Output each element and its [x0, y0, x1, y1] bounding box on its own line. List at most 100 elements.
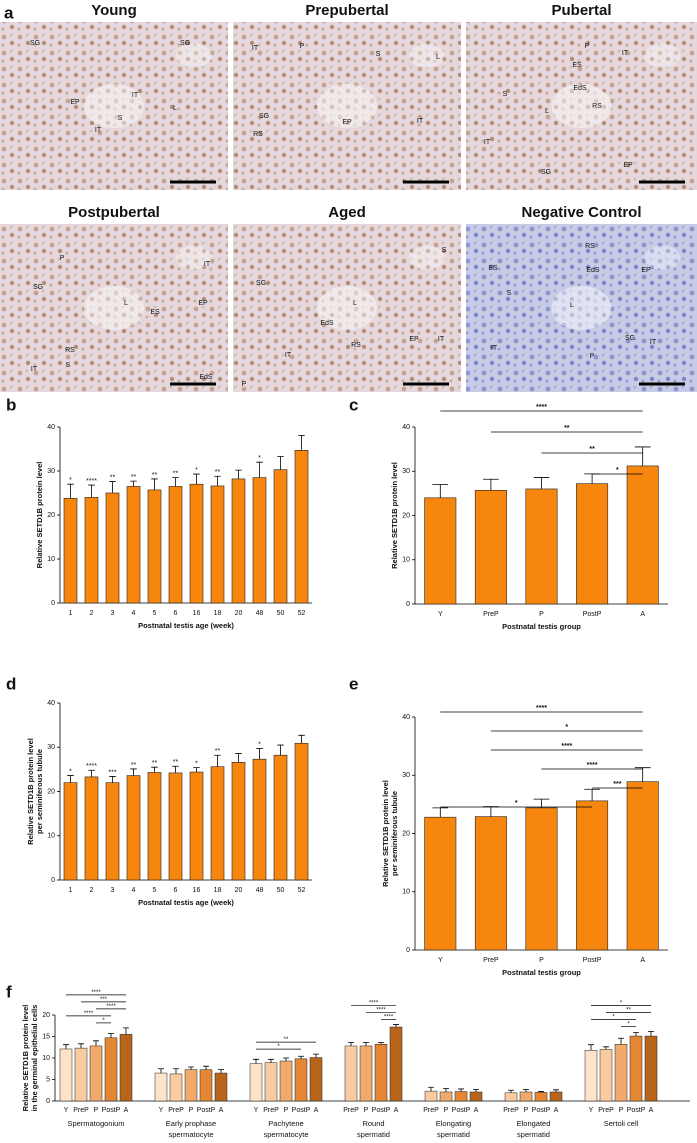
cell-label: L — [436, 54, 440, 61]
panel-letter: a — [4, 3, 14, 22]
x-tick-label: 52 — [298, 610, 306, 617]
bar — [576, 483, 609, 605]
cell-label: EP — [641, 267, 651, 274]
bar — [168, 486, 183, 604]
x-tick-label: 3 — [111, 887, 115, 894]
significance-label: * — [102, 1018, 105, 1024]
x-tick-label: Y — [254, 1107, 259, 1114]
group-label: Pachytene — [268, 1119, 303, 1128]
significance-label: **** — [86, 763, 97, 770]
error-bar — [109, 481, 116, 493]
bar — [294, 1058, 308, 1102]
micrograph — [466, 22, 697, 190]
cell-label: L — [570, 302, 574, 309]
x-tick-label: 16 — [193, 887, 201, 894]
cell-label: IT — [417, 118, 424, 125]
error-bar — [63, 1044, 69, 1049]
significance-label: * — [69, 477, 72, 484]
cell-label: IT — [622, 50, 629, 57]
significance-label: **** — [536, 404, 547, 411]
cell-label: IT — [204, 261, 211, 268]
x-tick-label: PostP — [292, 1107, 311, 1114]
x-tick-label: A — [649, 1107, 654, 1114]
error-bar — [348, 1042, 354, 1046]
error-bar — [158, 1068, 164, 1074]
bar — [344, 1045, 358, 1102]
x-tick-label: PreP — [343, 1107, 359, 1114]
error-bar — [483, 478, 499, 491]
cell-label: P — [300, 43, 305, 50]
bar — [214, 1072, 228, 1102]
significance-label: *** — [613, 781, 621, 788]
significance-label: * — [69, 768, 72, 775]
lumen — [84, 286, 144, 330]
bar — [279, 1060, 293, 1102]
y-axis-label: in the germinal epithelial cells — [30, 1005, 39, 1112]
y-tick-label: 0 — [406, 601, 410, 608]
y-tick-label: 30 — [47, 468, 55, 475]
error-bar — [298, 1055, 304, 1059]
x-tick-label: PreP — [168, 1107, 184, 1114]
cell-label: SG — [541, 169, 551, 176]
cell-label: RS — [592, 103, 602, 110]
error-bar — [88, 769, 95, 777]
error-bar — [283, 1057, 289, 1062]
group-label: Elongated — [517, 1119, 551, 1128]
error-bar — [130, 480, 137, 487]
significance-label: ** — [131, 762, 137, 769]
error-bar — [123, 1027, 129, 1035]
error-bar — [633, 1032, 639, 1037]
error-bar — [214, 475, 221, 486]
bar — [504, 1092, 518, 1102]
bar — [104, 1037, 118, 1102]
significance-label: * — [195, 467, 198, 474]
cell-label: L — [353, 300, 357, 307]
error-bar — [634, 446, 651, 466]
significance-label: * — [627, 1021, 630, 1027]
bar — [294, 742, 309, 881]
x-tick-label: PostP — [583, 611, 602, 618]
cell-label: S — [376, 51, 381, 58]
error-bar — [93, 1040, 99, 1046]
bar — [231, 761, 246, 881]
significance-label: **** — [561, 743, 572, 750]
bar — [105, 492, 120, 604]
bar — [74, 1047, 88, 1102]
x-tick-label: P — [189, 1107, 194, 1114]
error-bar — [218, 1069, 224, 1074]
cell-label: EP — [342, 119, 352, 126]
error-bar — [193, 767, 200, 773]
error-bar — [88, 484, 95, 498]
x-tick-label: PostP — [452, 1107, 471, 1114]
x-tick-label: 20 — [235, 610, 243, 617]
bar — [59, 1048, 73, 1102]
x-tick-label: PreP — [483, 957, 499, 964]
x-tick-label: A — [554, 1107, 559, 1114]
significance-label: * — [612, 1014, 615, 1020]
y-tick-label: 15 — [42, 1033, 50, 1040]
bar — [534, 1092, 548, 1102]
bar — [154, 1072, 168, 1102]
error-bar — [151, 478, 158, 490]
significance-label: * — [195, 760, 198, 767]
error-bar — [584, 788, 600, 801]
bar — [147, 772, 162, 881]
y-tick-label: 0 — [51, 600, 55, 607]
bar — [644, 1035, 658, 1102]
group-label: spermatocyte — [263, 1130, 308, 1139]
bar — [63, 497, 78, 604]
group-label: spermatocyte — [168, 1130, 213, 1139]
group-label: Round — [362, 1119, 384, 1128]
y-tick-label: 40 — [402, 714, 410, 721]
bar — [184, 1069, 198, 1102]
x-tick-label: PreP — [73, 1107, 89, 1114]
x-tick-label: PreP — [483, 611, 499, 618]
bar — [84, 497, 99, 604]
bar — [147, 489, 162, 604]
error-bar — [173, 1068, 179, 1074]
cell-label: ES — [488, 265, 498, 272]
x-tick-label: 48 — [256, 610, 264, 617]
x-tick-label: Y — [438, 611, 443, 618]
significance-label: ** — [284, 1037, 289, 1043]
x-tick-label: P — [539, 611, 544, 618]
